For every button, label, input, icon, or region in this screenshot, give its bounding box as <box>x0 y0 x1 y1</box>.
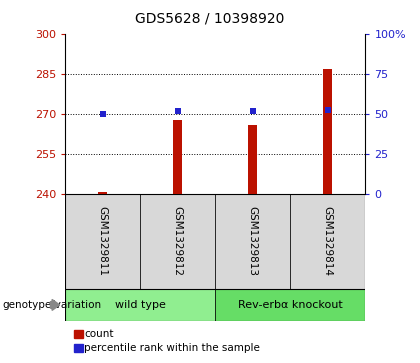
Text: Rev-erbα knockout: Rev-erbα knockout <box>238 300 343 310</box>
Bar <box>290 194 365 289</box>
Text: GDS5628 / 10398920: GDS5628 / 10398920 <box>135 11 285 25</box>
Bar <box>98 192 107 194</box>
Bar <box>65 194 140 289</box>
Text: percentile rank within the sample: percentile rank within the sample <box>84 343 260 354</box>
Bar <box>65 289 215 321</box>
Text: GSM1329813: GSM1329813 <box>248 207 258 276</box>
Text: genotype/variation: genotype/variation <box>2 300 101 310</box>
Bar <box>215 194 290 289</box>
Bar <box>323 69 332 194</box>
Bar <box>140 194 215 289</box>
Text: wild type: wild type <box>115 300 165 310</box>
Bar <box>248 125 257 194</box>
Text: count: count <box>84 329 113 339</box>
Bar <box>173 120 182 194</box>
Text: GSM1329814: GSM1329814 <box>323 207 333 276</box>
Text: GSM1329812: GSM1329812 <box>173 207 183 276</box>
Text: GSM1329811: GSM1329811 <box>97 207 108 276</box>
Bar <box>215 289 365 321</box>
